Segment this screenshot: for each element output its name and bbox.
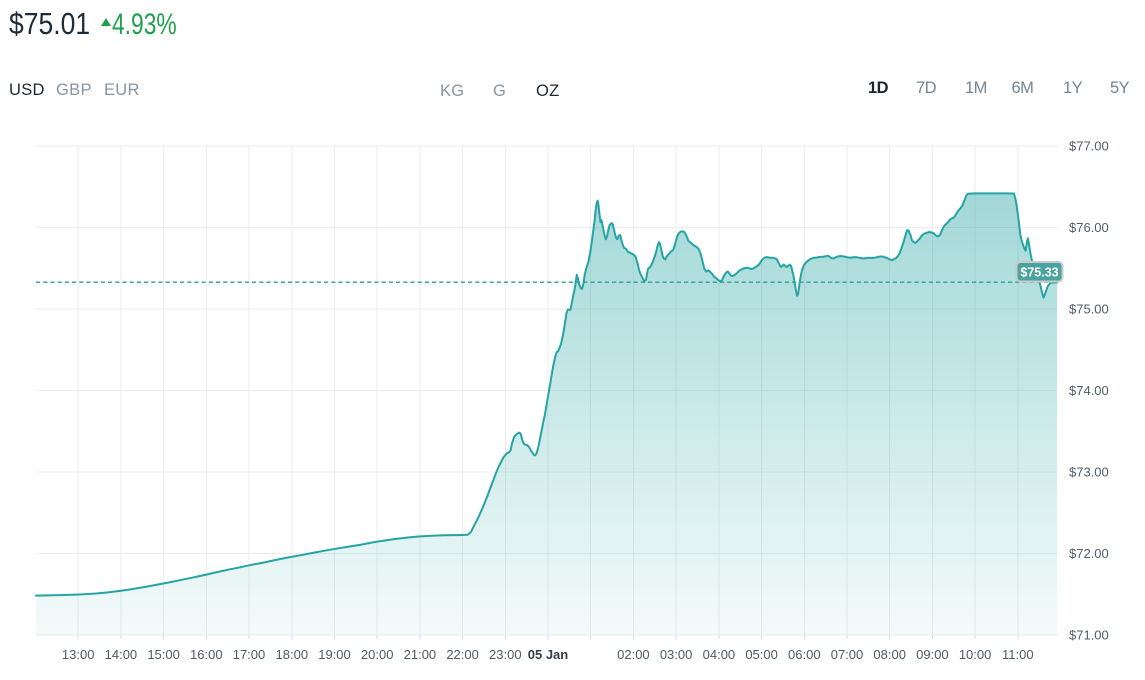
svg-text:06:00: 06:00 bbox=[788, 647, 821, 662]
svg-text:05 Jan: 05 Jan bbox=[528, 647, 569, 662]
svg-text:09:00: 09:00 bbox=[916, 647, 949, 662]
svg-text:11:00: 11:00 bbox=[1002, 647, 1034, 662]
svg-text:20:00: 20:00 bbox=[361, 647, 394, 662]
svg-text:21:00: 21:00 bbox=[404, 647, 437, 662]
svg-text:$73.00: $73.00 bbox=[1069, 465, 1109, 480]
svg-text:14:00: 14:00 bbox=[105, 647, 138, 662]
svg-text:17:00: 17:00 bbox=[233, 647, 266, 662]
svg-text:$77.00: $77.00 bbox=[1069, 139, 1109, 154]
svg-text:08:00: 08:00 bbox=[873, 647, 906, 662]
svg-text:04:00: 04:00 bbox=[703, 647, 736, 662]
svg-text:$71.00: $71.00 bbox=[1069, 628, 1109, 643]
svg-text:13:00: 13:00 bbox=[62, 647, 95, 662]
svg-text:15:00: 15:00 bbox=[147, 647, 180, 662]
svg-text:05:00: 05:00 bbox=[745, 647, 778, 662]
svg-text:$76.00: $76.00 bbox=[1069, 220, 1109, 235]
svg-text:02:00: 02:00 bbox=[617, 647, 650, 662]
svg-text:22:00: 22:00 bbox=[446, 647, 479, 662]
svg-text:$74.00: $74.00 bbox=[1069, 383, 1109, 398]
svg-text:16:00: 16:00 bbox=[190, 647, 223, 662]
svg-text:23:00: 23:00 bbox=[489, 647, 522, 662]
svg-text:19:00: 19:00 bbox=[318, 647, 351, 662]
svg-text:$75.00: $75.00 bbox=[1069, 302, 1109, 317]
svg-text:07:00: 07:00 bbox=[831, 647, 864, 662]
svg-text:18:00: 18:00 bbox=[276, 647, 309, 662]
svg-text:03:00: 03:00 bbox=[660, 647, 693, 662]
svg-text:$72.00: $72.00 bbox=[1069, 546, 1109, 561]
svg-text:$75.33: $75.33 bbox=[1020, 266, 1058, 280]
svg-text:10:00: 10:00 bbox=[959, 647, 992, 662]
